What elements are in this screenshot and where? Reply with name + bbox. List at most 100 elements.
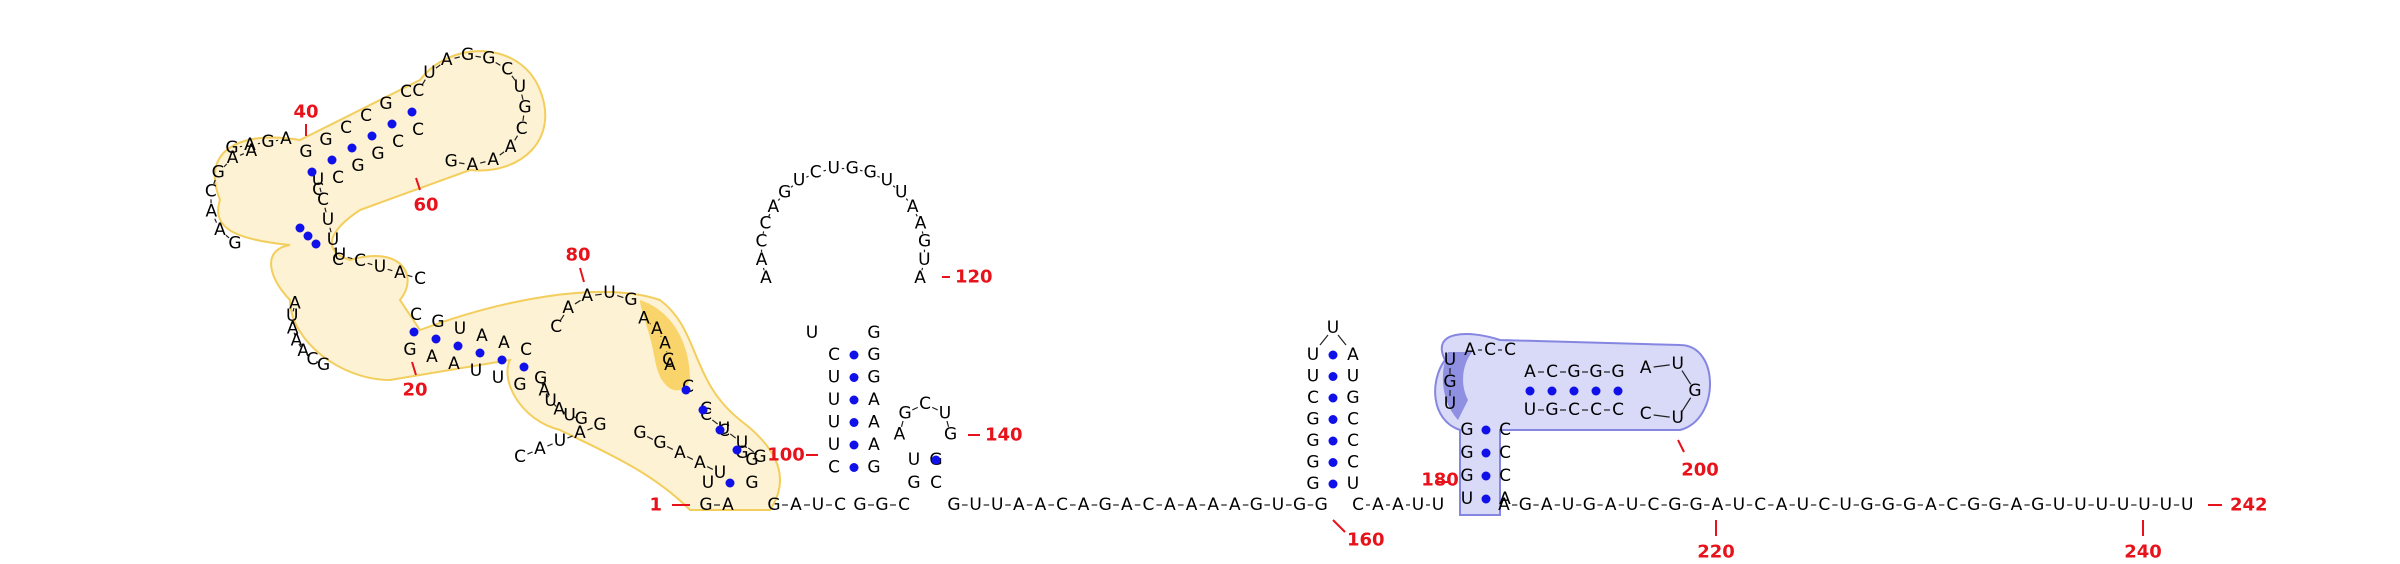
backbone-link (329, 227, 332, 233)
nucleotide: U (2138, 495, 2150, 515)
nucleotide: A (868, 413, 880, 433)
nucleotide: A (280, 129, 292, 149)
nucleotide: G (513, 375, 526, 395)
backbone-link (480, 161, 486, 164)
nucleotide: C (412, 120, 424, 140)
base-pair-dot (1481, 425, 1491, 435)
base-pair-dot (931, 455, 941, 465)
nucleotide: U (322, 210, 334, 230)
nucleotide: A (1347, 345, 1359, 365)
nucleotide: A (287, 318, 299, 338)
nucleotide: U (492, 368, 504, 388)
nucleotide: A (1524, 362, 1536, 382)
backbone-link (711, 419, 719, 425)
backbone-link (475, 55, 481, 58)
backbone-link (790, 185, 794, 188)
nucleotide: U (828, 159, 840, 179)
backbone-link (347, 256, 353, 260)
base-pair-dot (849, 418, 859, 427)
nucleotide: G (633, 423, 646, 443)
nucleotide: A (574, 423, 586, 443)
base-pair-dot (1328, 479, 1338, 489)
nucleotide: G (745, 450, 758, 470)
base-pair-dot (1569, 386, 1579, 396)
nucleotide: U (1671, 408, 1683, 428)
backbone-link (225, 234, 230, 239)
nucleotide: C (828, 345, 840, 365)
nucleotide: U (828, 413, 840, 433)
backbone-link (762, 231, 765, 234)
nucleotide: G (1346, 388, 1359, 408)
base-pair-dot (1328, 393, 1338, 403)
nucleotide: A (1925, 495, 1937, 515)
backbone-link (367, 262, 373, 266)
position-label-n120: 120 (955, 267, 993, 288)
nucleotide: G (518, 98, 531, 118)
nucleotide: A (1013, 495, 1025, 515)
backbone-link (407, 274, 413, 278)
nucleotide: U (603, 283, 615, 303)
position-tick (1332, 519, 1346, 533)
nucleotide: U (554, 431, 566, 451)
nucleotide: A (1541, 495, 1553, 515)
backbone-link (877, 175, 880, 178)
nucleotide: U (2053, 495, 2065, 515)
nucleotide: A (1464, 340, 1476, 360)
backbone-link (334, 247, 337, 253)
nucleotide: A (227, 148, 239, 168)
backbone-link (777, 198, 781, 201)
nucleotide: C (1568, 400, 1580, 420)
position-label-n242: 242 (2230, 495, 2268, 516)
nucleotide: G (1519, 495, 1532, 515)
nucleotide: C (1142, 495, 1154, 515)
nucleotide: A (206, 202, 218, 222)
nucleotide: G (907, 473, 920, 493)
nucleotide: A (448, 354, 460, 374)
position-label-n240: 240 (2124, 542, 2162, 563)
nucleotide: C (1499, 443, 1511, 463)
nucleotide: A (1498, 495, 1510, 515)
nucleotide: A (426, 347, 438, 367)
nucleotide: U (2096, 495, 2108, 515)
backbone-link (562, 411, 567, 415)
nucleotide: A (244, 135, 256, 155)
nucleotide: G (351, 156, 364, 176)
nucleotide: G (767, 495, 780, 515)
nucleotide: G (1988, 495, 2001, 515)
nucleotide: U (1671, 354, 1683, 374)
backbone-link (912, 406, 919, 411)
nucleotide: U (1307, 367, 1319, 387)
backbone-link (316, 360, 320, 364)
backbone-link (553, 403, 557, 407)
nucleotide: A (467, 155, 479, 175)
nucleotide: C (392, 132, 404, 152)
nucleotide: C (1546, 362, 1558, 382)
nucleotide: G (445, 152, 458, 172)
nucleotide: C (412, 81, 424, 101)
nucleotide: U (1347, 474, 1359, 494)
backbone-link (921, 231, 924, 234)
nucleotide: C (1347, 453, 1359, 473)
backbone-link (823, 169, 827, 172)
backbone-link (729, 433, 737, 439)
nucleotide: C (828, 458, 840, 478)
nucleotide: U (1412, 495, 1424, 515)
backbone-link (521, 94, 524, 100)
nucleotide: G (225, 138, 238, 158)
nucleotide: G (624, 290, 637, 310)
nucleotide: A (914, 268, 926, 288)
nucleotide: G (593, 415, 606, 435)
nucleotide: A (1392, 495, 1404, 515)
nucleotide: G (371, 144, 384, 164)
base-pair-dot (1547, 386, 1557, 396)
nucleotide: G (875, 495, 888, 515)
nucleotide: A (868, 435, 880, 455)
nucleotide: U (423, 63, 435, 83)
backbone-link (435, 64, 441, 69)
nucleotide: G (944, 425, 957, 445)
nucleotide: G (898, 403, 911, 423)
nucleotide: U (514, 77, 526, 97)
nucleotide: U (895, 182, 907, 202)
base-pair-dot (367, 131, 377, 141)
nucleotide: G (1460, 443, 1473, 463)
